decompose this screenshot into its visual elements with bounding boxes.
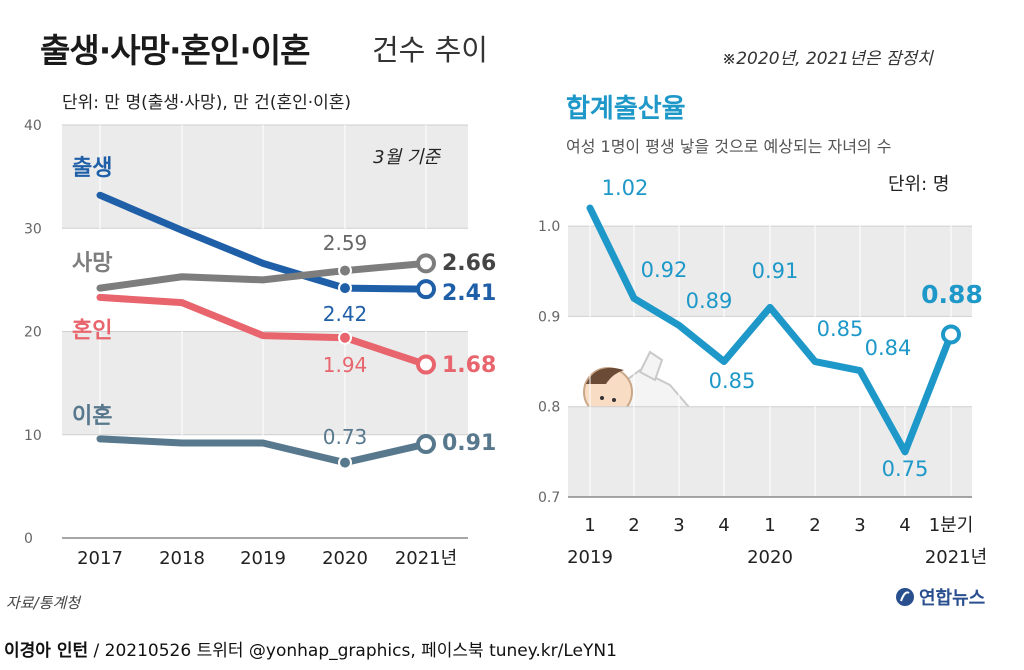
data-point-2020 (338, 263, 352, 278)
annotation-3month: 3월 기준 (373, 147, 441, 168)
data-label: 0.73 (323, 425, 368, 449)
x-tick-label: 3 (673, 515, 684, 536)
series-line-이혼 (96, 435, 430, 467)
x-tick-label: 2020 (322, 548, 368, 569)
x-tick-label: 2021년 (395, 548, 457, 569)
series-line-혼인 (96, 293, 430, 369)
data-label: 0.92 (641, 258, 688, 282)
data-label: 2.66 (442, 251, 496, 276)
y-tick-label: 20 (24, 325, 42, 341)
data-label: 2.42 (323, 302, 368, 326)
series-label: 이혼 (72, 404, 112, 429)
chart-title-suffix: 건수 추이 (372, 33, 488, 67)
data-point-2020 (338, 455, 352, 470)
left-line-chart: 0 10 20 30 40 2017 2018 2019 2020 2021년 3월 기준 출생 2.4… (24, 118, 496, 569)
data-label: 2.59 (323, 231, 368, 255)
y-tick-label: 40 (24, 118, 42, 134)
x-tick-label: 2018 (159, 548, 205, 569)
x-tick-label: 1 (584, 515, 595, 536)
data-label: 1.68 (442, 353, 496, 378)
x-tick-label: 3 (854, 515, 865, 536)
credit-line: 이경아 인턴 / 20210526 트위터 @yonhap_graphics, … (4, 636, 617, 661)
right-chart-unit: 단위: 명 (888, 174, 950, 195)
y-tick-label: 0.9 (538, 309, 560, 325)
logo-text: 연합뉴스 (919, 588, 986, 609)
credit-name: 이경아 인턴 (4, 641, 89, 661)
y-tick-label: 0 (24, 531, 33, 547)
data-label: 1.94 (323, 353, 368, 377)
x-tick-label: 1 (764, 515, 775, 536)
x-tick-label: 2 (628, 515, 639, 536)
right-chart-subtitle: 여성 1명이 평생 낳을 것으로 예상되는 자녀의 수 (566, 137, 892, 156)
yonhap-logo-icon (896, 588, 914, 606)
data-label: 0.91 (752, 259, 799, 283)
series-label: 사망 (72, 251, 112, 276)
y-tick-label: 30 (24, 221, 42, 237)
yonhap-logo: 연합뉴스 (895, 584, 985, 610)
grid-band (62, 331, 468, 435)
data-label: 1.02 (602, 176, 649, 200)
x-tick-label: 4 (718, 515, 729, 536)
year-label: 2021년 (925, 547, 987, 568)
series-line-사망 (96, 259, 430, 292)
chart-title: 출생·사망·혼인·이혼 (40, 31, 310, 70)
series-label: 혼인 (72, 318, 112, 343)
x-tick-label: 2 (809, 515, 820, 536)
y-tick-label: 0.7 (538, 490, 560, 506)
year-label: 2019 (567, 547, 613, 568)
series-label: 출생 (72, 156, 112, 181)
data-label: 2.41 (442, 281, 496, 306)
series-line-출생 (96, 191, 430, 293)
data-label: 0.91 (442, 431, 496, 456)
data-point-2021 (416, 354, 436, 375)
data-label: 0.89 (686, 289, 733, 313)
data-label: 0.85 (709, 369, 756, 393)
x-tick-label: 1분기 (929, 515, 974, 536)
y-tick-label: 0.8 (538, 400, 560, 416)
data-point-2020 (338, 330, 352, 345)
data-point-2021 (416, 434, 436, 455)
y-tick-label: 10 (24, 428, 42, 444)
data-label: 0.75 (882, 457, 929, 481)
year-label: 2020 (747, 547, 793, 568)
x-tick-label: 2017 (77, 548, 123, 569)
data-point-2021 (416, 253, 436, 274)
data-point-2020 (338, 281, 352, 296)
fertility-line (586, 204, 955, 456)
right-line-chart: 0.7 0.8 0.9 1.0 1 2 3 4 1 2 3 4 1분기 2019 2020 2021년 1.02… (538, 176, 987, 568)
data-point-2021 (416, 279, 436, 300)
data-label: 0.88 (921, 280, 983, 309)
data-label: 0.85 (817, 317, 864, 341)
provisional-note: ※2020년, 2021년은 잠정치 (722, 49, 933, 69)
data-point-2021-q1 (941, 324, 961, 345)
data-label: 0.84 (865, 336, 912, 360)
source-note: 자료/통계청 (6, 594, 81, 612)
credit-details: / 20210526 트위터 @yonhap_graphics, 페이스북 tu… (88, 641, 617, 661)
y-tick-label: 1.0 (538, 219, 560, 235)
x-tick-label: 4 (899, 515, 910, 536)
left-chart-unit: 단위: 만 명(출생·사망), 만 건(혼인·이혼) (62, 93, 352, 113)
right-chart-title: 합계출산율 (566, 94, 686, 124)
grid-band (62, 125, 468, 229)
x-tick-label: 2019 (240, 548, 286, 569)
